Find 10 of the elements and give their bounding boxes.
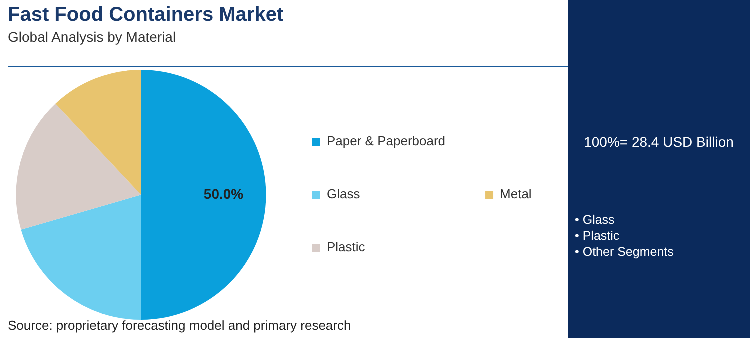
chart-title: Fast Food Containers Market [8, 4, 284, 27]
legend-label: Paper & Paperboard [327, 134, 446, 149]
legend-label: Metal [500, 186, 532, 202]
text: 100%= 28.4 USD Billion [583, 134, 735, 150]
chart-subtitle: Global Analysis by Material [8, 29, 176, 45]
source-note: Source: proprietary forecasting model and primary research [8, 318, 352, 333]
legend-label: Glass [327, 186, 361, 202]
data-label: 50.0% [204, 186, 244, 202]
text: • Glass • Plastic • Other Segments [575, 212, 674, 260]
legend-label: Plastic [327, 240, 366, 255]
